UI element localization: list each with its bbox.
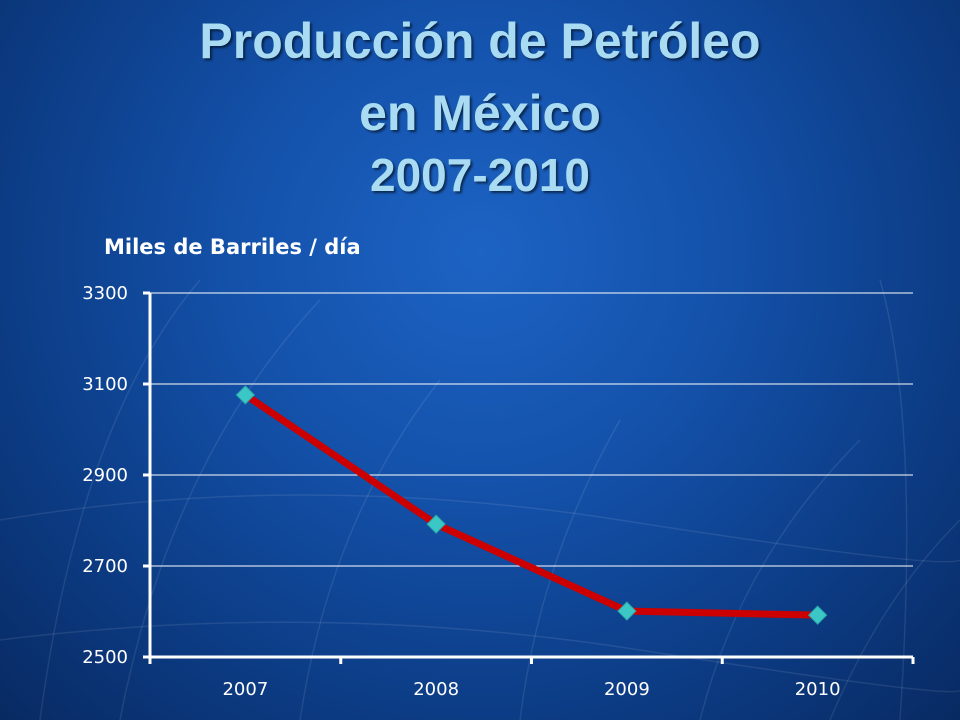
- y-axis-ticks: 2500 2700 2900 3100 3300: [82, 283, 150, 668]
- page-title: Producción de Petróleo: [199, 13, 761, 69]
- y-axis-label: Miles de Barriles / día: [104, 235, 361, 259]
- x-tick-label: 2009: [604, 679, 650, 700]
- x-tick-label: 2008: [413, 679, 459, 700]
- data-point-marker: [807, 605, 828, 625]
- x-tick-label: 2007: [222, 679, 268, 700]
- y-tick-label: 3300: [82, 283, 128, 304]
- y-tick-label: 2900: [82, 465, 128, 486]
- data-point-marker: [617, 601, 637, 621]
- data-point-marker: [235, 385, 256, 405]
- gridlines: [150, 292, 913, 567]
- page-title-line-2: en México: [359, 85, 601, 141]
- series-line: [241, 391, 822, 619]
- y-tick-label: 2700: [82, 556, 128, 577]
- x-axis-ticks: 2007 2008 2009 2010: [148, 657, 915, 700]
- y-tick-label: 3100: [82, 374, 128, 395]
- y-tick-label: 2500: [82, 647, 128, 668]
- x-tick-label: 2010: [795, 679, 841, 700]
- data-point-marker: [426, 514, 446, 534]
- page-subtitle-years: 2007-2010: [370, 149, 590, 201]
- data-series: [235, 385, 828, 625]
